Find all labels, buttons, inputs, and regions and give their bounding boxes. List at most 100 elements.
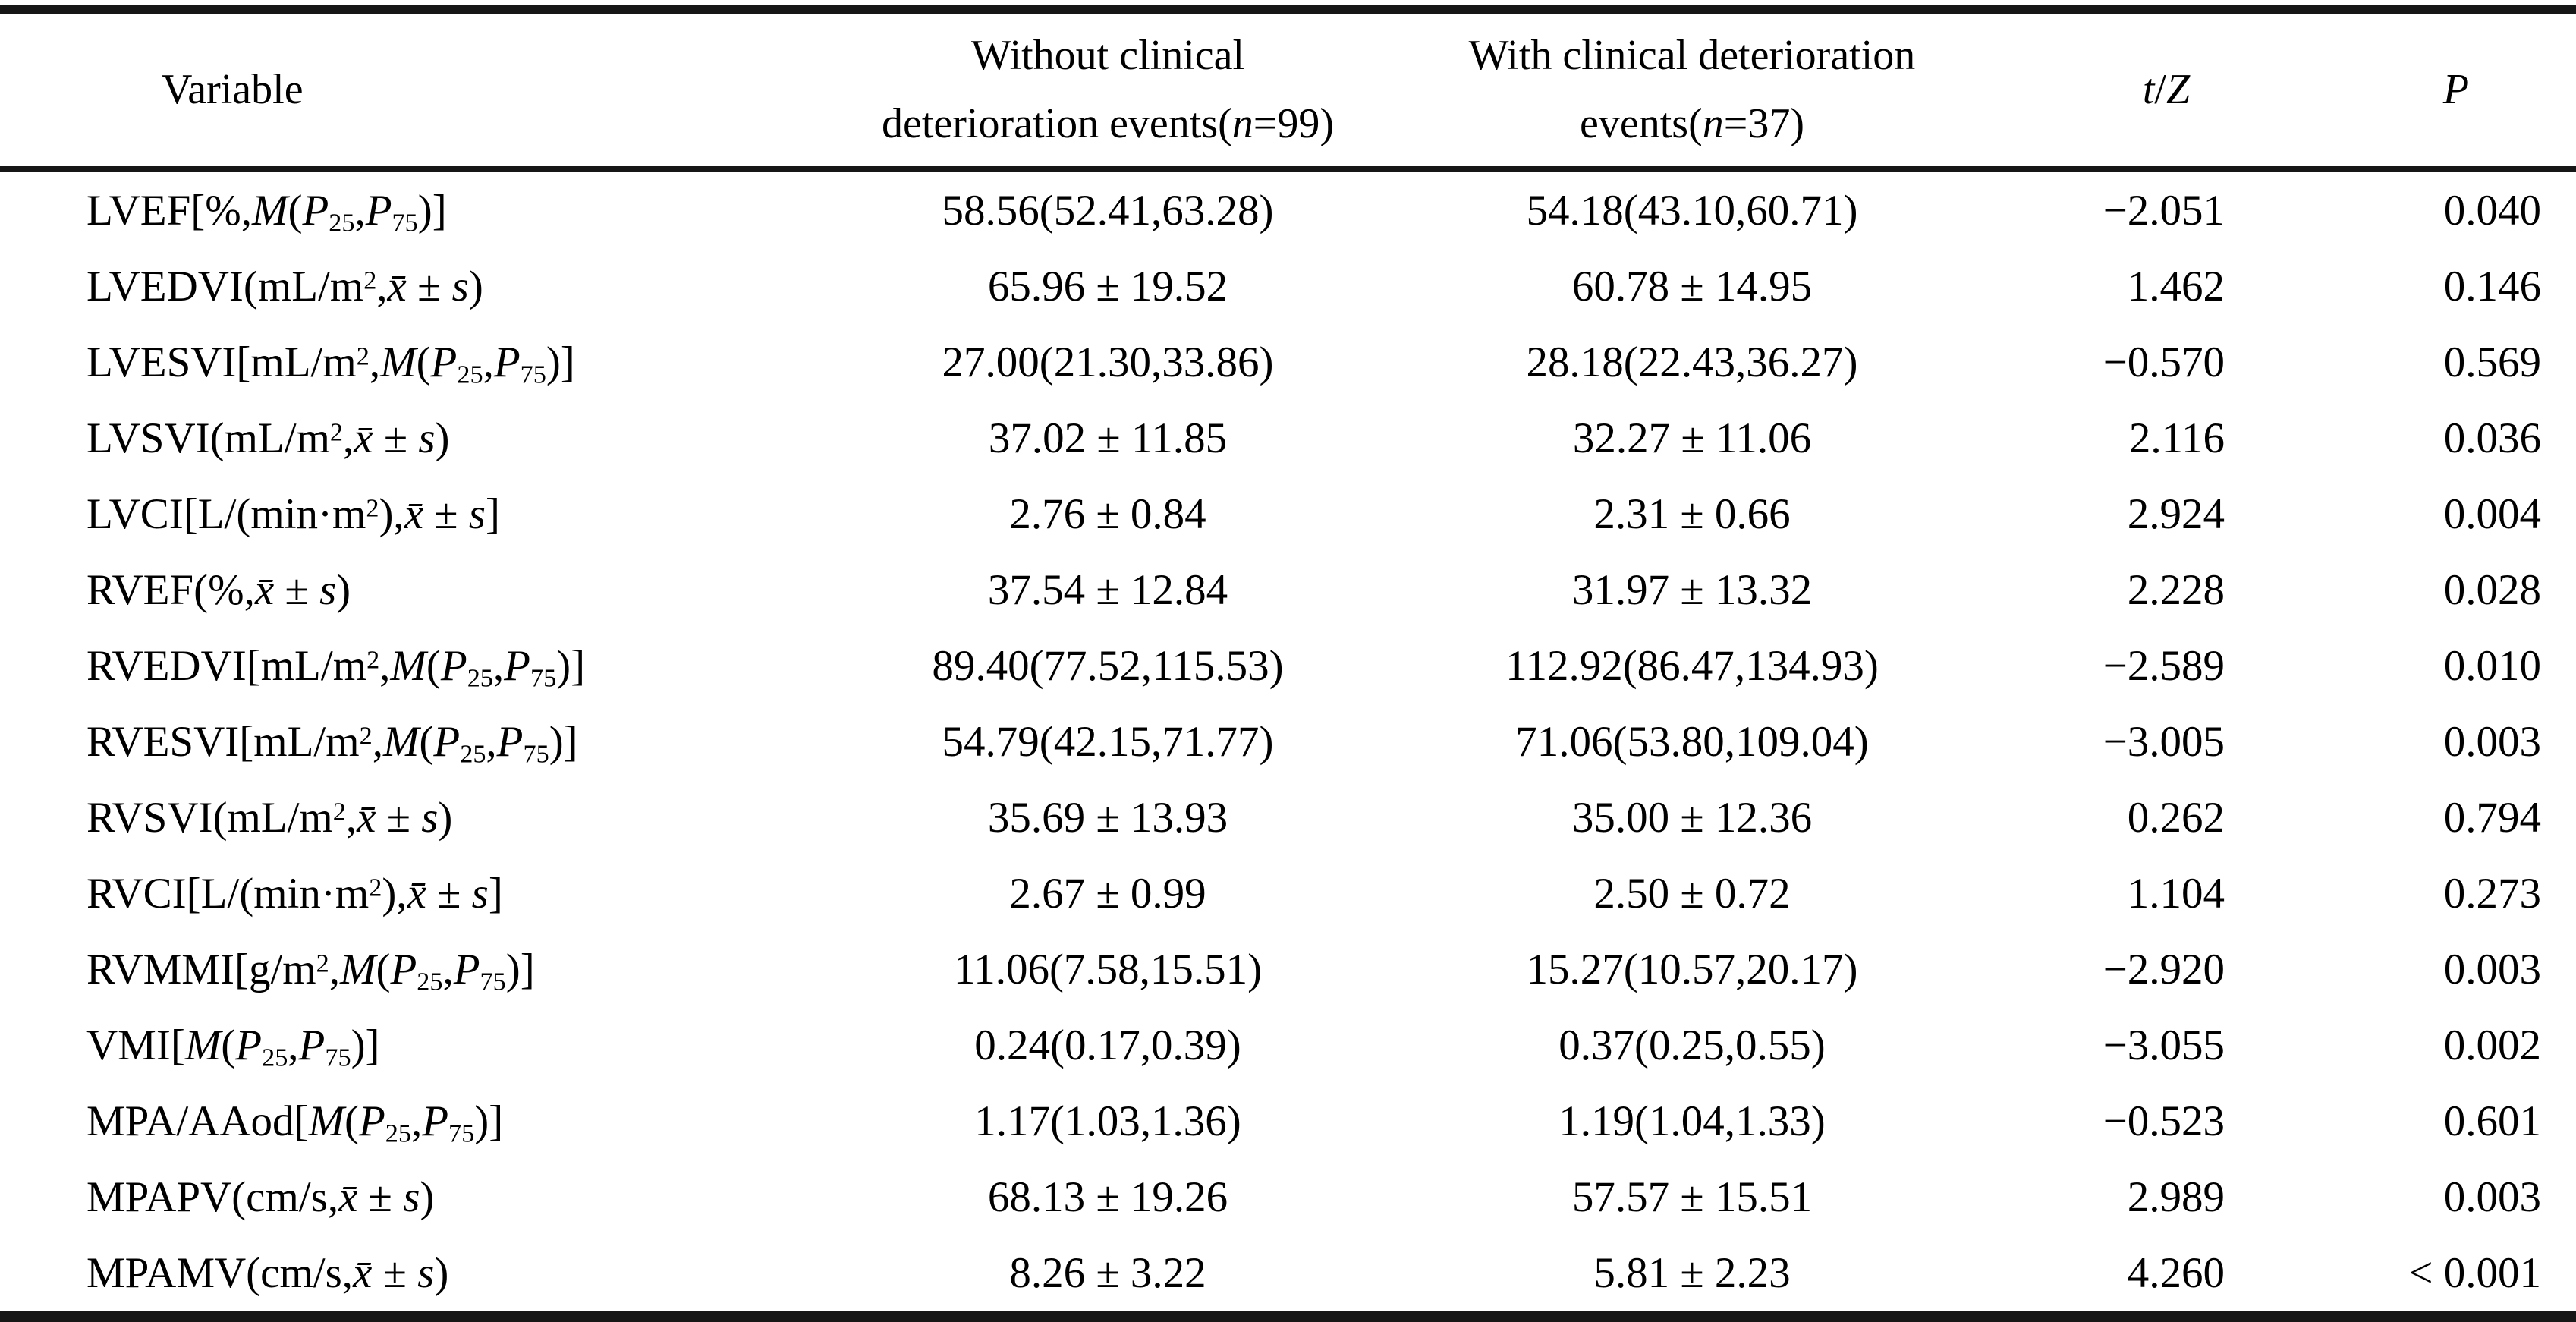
variable-cell: RVCI[L/(min·m2),x̄ ± s]: [86, 869, 503, 918]
without-events-cell: 68.13 ± 19.26: [987, 1172, 1228, 1221]
tz-value-cell: 2.924: [2127, 489, 2225, 538]
tz-value-cell: −0.523: [2103, 1097, 2225, 1145]
with-events-cell: 1.19(1.04,1.33): [1558, 1097, 1826, 1145]
p-value-cell: 0.003: [2443, 945, 2541, 993]
p-value-cell: 0.036: [2443, 414, 2541, 462]
without-events-cell: 0.24(0.17,0.39): [974, 1021, 1241, 1069]
variable-cell: LVCI[L/(min·m2),x̄ ± s]: [86, 489, 500, 538]
variable-cell: MPAPV(cm/s,x̄ ± s): [86, 1172, 435, 1221]
variable-cell: MPA/AAod[M(P25,P75)]: [86, 1097, 504, 1148]
tz-value-cell: −3.055: [2103, 1021, 2225, 1069]
tz-value-cell: 2.228: [2127, 565, 2225, 614]
col-header-without-events-line2: deterioration events(n=99): [881, 100, 1335, 147]
tz-value-cell: 0.262: [2127, 793, 2225, 842]
p-value-cell: 0.601: [2443, 1097, 2541, 1145]
tz-value-cell: −2.051: [2103, 186, 2225, 234]
with-events-cell: 112.92(86.47,134.93): [1505, 641, 1879, 690]
without-events-cell: 89.40(77.52,115.53): [932, 641, 1284, 690]
tz-value-cell: −0.570: [2103, 338, 2225, 386]
without-events-cell: 35.69 ± 13.93: [987, 793, 1228, 842]
with-events-cell: 35.00 ± 12.36: [1571, 793, 1813, 842]
col-header-p: P: [2291, 9, 2576, 172]
p-value-cell: 0.569: [2443, 338, 2541, 386]
with-events-cell: 5.81 ± 2.23: [1593, 1248, 1791, 1297]
without-events-cell: 2.76 ± 0.84: [1009, 489, 1206, 538]
p-value-cell: 0.040: [2443, 186, 2541, 234]
statistics-comparison-table: Variable Without clinical deterioration …: [0, 5, 2576, 1322]
table-row: RVCI[L/(min·m2),x̄ ± s] 2.67 ± 0.99 2.50…: [0, 855, 2576, 931]
p-value-cell: 0.146: [2443, 262, 2541, 310]
p-value-cell: 0.010: [2443, 641, 2541, 690]
with-events-cell: 28.18(22.43,36.27): [1526, 338, 1858, 386]
tz-value-cell: 1.104: [2127, 869, 2225, 918]
with-events-cell: 0.37(0.25,0.55): [1558, 1021, 1826, 1069]
table-row: RVEDVI[mL/m2,M(P25,P75)] 89.40(77.52,115…: [0, 628, 2576, 703]
variable-cell: LVEDVI(mL/m2,x̄ ± s): [86, 262, 483, 310]
without-events-cell: 1.17(1.03,1.36): [974, 1097, 1241, 1145]
variable-cell: RVEDVI[mL/m2,M(P25,P75)]: [86, 641, 586, 693]
with-events-cell: 60.78 ± 14.95: [1571, 262, 1813, 310]
with-events-cell: 32.27 ± 11.06: [1572, 414, 1812, 462]
variable-cell: RVEF(%,x̄ ± s): [86, 565, 351, 614]
without-events-cell: 37.54 ± 12.84: [987, 565, 1228, 614]
tz-value-cell: 1.462: [2127, 262, 2225, 310]
p-value-cell: 0.002: [2443, 1021, 2541, 1069]
without-events-cell: 8.26 ± 3.22: [1009, 1248, 1206, 1297]
table-row: LVCI[L/(min·m2),x̄ ± s] 2.76 ± 0.84 2.31…: [0, 476, 2576, 552]
p-value-cell: 0.794: [2443, 793, 2541, 842]
with-events-cell: 2.50 ± 0.72: [1593, 869, 1791, 918]
variable-cell: RVSVI(mL/m2,x̄ ± s): [86, 793, 453, 842]
tz-value-cell: −2.589: [2103, 641, 2225, 690]
without-events-cell: 27.00(21.30,33.86): [942, 338, 1274, 386]
table-row: RVESVI[mL/m2,M(P25,P75)] 54.79(42.15,71.…: [0, 703, 2576, 779]
without-events-cell: 54.79(42.15,71.77): [942, 717, 1274, 766]
table-row: RVMMI[g/m2,M(P25,P75)] 11.06(7.58,15.51)…: [0, 931, 2576, 1007]
table-row: LVESVI[mL/m2,M(P25,P75)] 27.00(21.30,33.…: [0, 324, 2576, 400]
header-row: Variable Without clinical deterioration …: [0, 9, 2576, 172]
col-header-with-events-line2: events(n=37): [1580, 100, 1804, 147]
p-value-cell: 0.003: [2443, 1172, 2541, 1221]
with-events-cell: 54.18(43.10,60.71): [1526, 186, 1858, 234]
variable-cell: RVMMI[g/m2,M(P25,P75)]: [86, 945, 535, 996]
without-events-cell: 65.96 ± 19.52: [987, 262, 1228, 310]
col-header-with-events: With clinical deterioration events(n=37): [1343, 9, 2041, 172]
variable-cell: LVESVI[mL/m2,M(P25,P75)]: [86, 338, 575, 389]
col-header-without-events-line1: Without clinical: [970, 32, 1245, 80]
without-events-cell: 58.56(52.41,63.28): [942, 186, 1274, 234]
tz-value-cell: 2.116: [2128, 414, 2225, 462]
col-header-with-events-line1: With clinical deterioration: [1468, 32, 1916, 80]
table-row: MPAMV(cm/s,x̄ ± s) 8.26 ± 3.22 5.81 ± 2.…: [0, 1235, 2576, 1317]
p-value-cell: 0.003: [2443, 717, 2541, 766]
without-events-cell: 11.06(7.58,15.51): [953, 945, 1263, 993]
p-value-cell: 0.004: [2443, 489, 2541, 538]
with-events-cell: 2.31 ± 0.66: [1593, 489, 1791, 538]
variable-cell: MPAMV(cm/s,x̄ ± s): [86, 1248, 449, 1297]
p-value-cell: < 0.001: [2408, 1248, 2541, 1297]
tz-value-cell: −3.005: [2103, 717, 2225, 766]
tz-value-cell: 2.989: [2127, 1172, 2225, 1221]
variable-cell: RVESVI[mL/m2,M(P25,P75)]: [86, 717, 578, 769]
table-row: MPA/AAod[M(P25,P75)] 1.17(1.03,1.36) 1.1…: [0, 1083, 2576, 1159]
with-events-cell: 31.97 ± 13.32: [1571, 565, 1813, 614]
variable-cell: LVSVI(mL/m2,x̄ ± s): [86, 414, 450, 462]
table-row: VMI[M(P25,P75)] 0.24(0.17,0.39) 0.37(0.2…: [0, 1007, 2576, 1083]
p-value-cell: 0.273: [2443, 869, 2541, 918]
table-row: LVSVI(mL/m2,x̄ ± s) 37.02 ± 11.85 32.27 …: [0, 400, 2576, 476]
variable-cell: VMI[M(P25,P75)]: [86, 1021, 380, 1072]
without-events-cell: 2.67 ± 0.99: [1009, 869, 1206, 918]
table-row: RVSVI(mL/m2,x̄ ± s) 35.69 ± 13.93 35.00 …: [0, 779, 2576, 855]
table-row: LVEDVI(mL/m2,x̄ ± s) 65.96 ± 19.52 60.78…: [0, 248, 2576, 324]
with-events-cell: 15.27(10.57,20.17): [1526, 945, 1858, 993]
table-row: MPAPV(cm/s,x̄ ± s) 68.13 ± 19.26 57.57 ±…: [0, 1159, 2576, 1235]
with-events-cell: 57.57 ± 15.51: [1571, 1172, 1813, 1221]
tz-value-cell: −2.920: [2103, 945, 2225, 993]
variable-cell: LVEF[%,M(P25,P75)]: [86, 186, 447, 238]
table-row: LVEF[%,M(P25,P75)] 58.56(52.41,63.28) 54…: [0, 169, 2576, 248]
p-value-cell: 0.028: [2443, 565, 2541, 614]
with-events-cell: 71.06(53.80,109.04): [1515, 717, 1869, 766]
col-header-variable: Variable: [0, 9, 873, 172]
without-events-cell: 37.02 ± 11.85: [988, 414, 1228, 462]
col-header-tz: t/Z: [2041, 9, 2291, 172]
tz-value-cell: 4.260: [2127, 1248, 2225, 1297]
table-row: RVEF(%,x̄ ± s) 37.54 ± 12.84 31.97 ± 13.…: [0, 552, 2576, 628]
